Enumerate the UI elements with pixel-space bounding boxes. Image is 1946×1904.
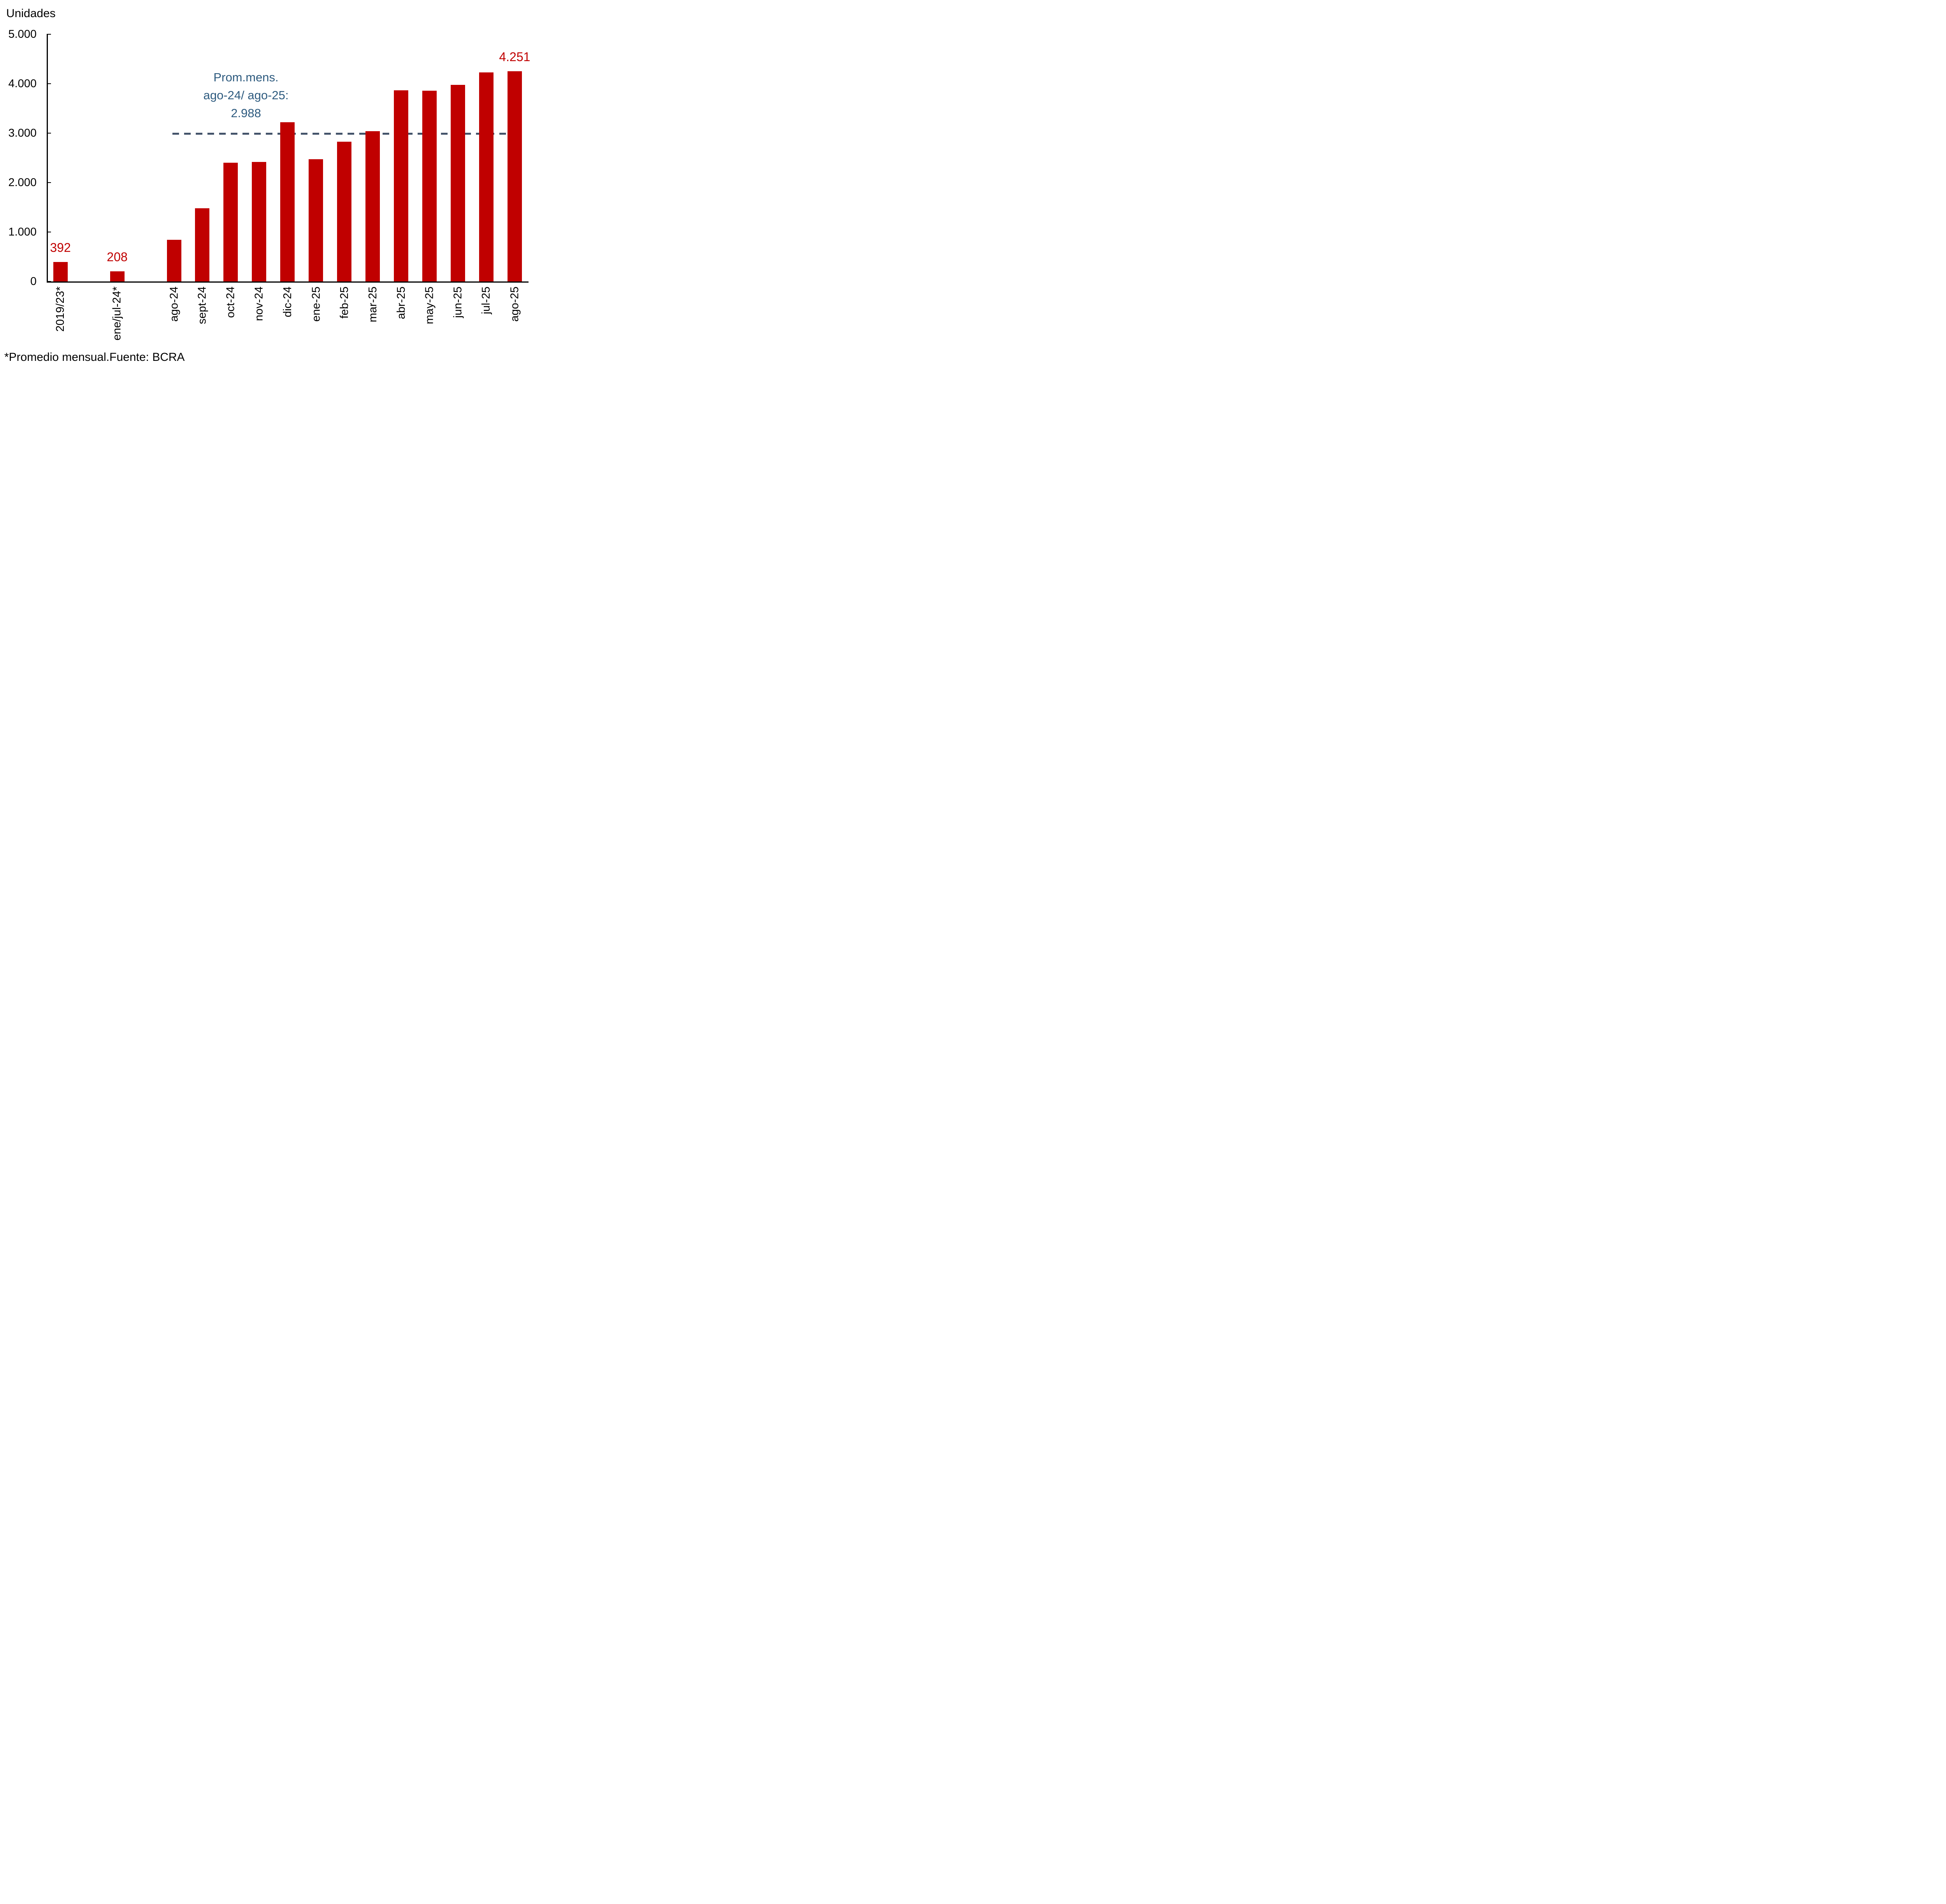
y-tick-mark xyxy=(47,182,51,183)
bar-value-label: 392 xyxy=(50,241,71,255)
bar-value-label: 208 xyxy=(107,250,128,264)
average-annotation: Prom.mens. ago-24/ ago-25: 2.988 xyxy=(168,69,324,122)
x-axis-label: jul-25 xyxy=(480,287,493,314)
bar xyxy=(53,262,68,281)
bar-value-label: 4.251 xyxy=(499,50,530,64)
x-axis-label: ene-25 xyxy=(310,287,323,322)
bar xyxy=(223,163,238,281)
bar xyxy=(365,131,380,281)
y-tick-mark xyxy=(47,133,51,134)
bar xyxy=(337,141,352,281)
bar xyxy=(394,90,409,281)
y-axis-unit-label: Unidades xyxy=(6,7,56,20)
source-footnote: *Promedio mensual.Fuente: BCRA xyxy=(4,351,185,364)
y-tick-mark xyxy=(47,34,51,35)
x-axis-label: nov-24 xyxy=(253,287,265,321)
x-axis-label: feb-25 xyxy=(338,287,351,319)
bar xyxy=(309,159,323,281)
x-axis-label: mar-25 xyxy=(366,287,379,322)
y-axis-line xyxy=(47,34,48,283)
bar xyxy=(479,72,494,281)
x-axis-label: ago-24 xyxy=(168,287,181,322)
x-axis-label: ago-25 xyxy=(508,287,521,322)
bar xyxy=(422,90,437,281)
x-axis-label: jun-25 xyxy=(451,287,464,318)
annotation-line-1: Prom.mens. xyxy=(213,70,279,84)
x-axis-line xyxy=(47,281,529,283)
y-tick-label: 4.000 xyxy=(8,77,37,90)
y-tick-mark xyxy=(47,281,51,282)
x-axis-label: may-25 xyxy=(423,287,436,324)
x-axis-label: 2019/23* xyxy=(54,287,67,332)
x-axis-label: dic-24 xyxy=(281,287,294,317)
x-axis-label: abr-25 xyxy=(395,287,407,319)
annotation-line-2: ago-24/ ago-25: xyxy=(203,88,289,102)
bar xyxy=(195,208,210,281)
bar xyxy=(280,122,295,281)
y-tick-label: 2.000 xyxy=(8,176,37,189)
x-axis-label: ene/jul-24* xyxy=(111,287,123,341)
bar xyxy=(167,240,181,281)
x-axis-label: oct-24 xyxy=(224,287,237,318)
y-tick-mark xyxy=(47,83,51,84)
bar xyxy=(507,71,522,281)
annotation-line-3: 2.988 xyxy=(231,106,261,120)
x-axis-label: sept-24 xyxy=(196,287,209,324)
bar xyxy=(451,84,465,281)
y-tick-label: 5.000 xyxy=(8,28,37,40)
chart-page: Unidades 5.000 4.000 3.000 2.000 1.000 0 2019… xyxy=(0,0,540,381)
bar xyxy=(110,271,125,281)
y-tick-label: 1.000 xyxy=(8,226,37,238)
y-tick-label: 0 xyxy=(30,275,37,288)
bar xyxy=(252,162,267,281)
average-dashed-line xyxy=(172,133,511,135)
y-tick-label: 3.000 xyxy=(8,127,37,139)
